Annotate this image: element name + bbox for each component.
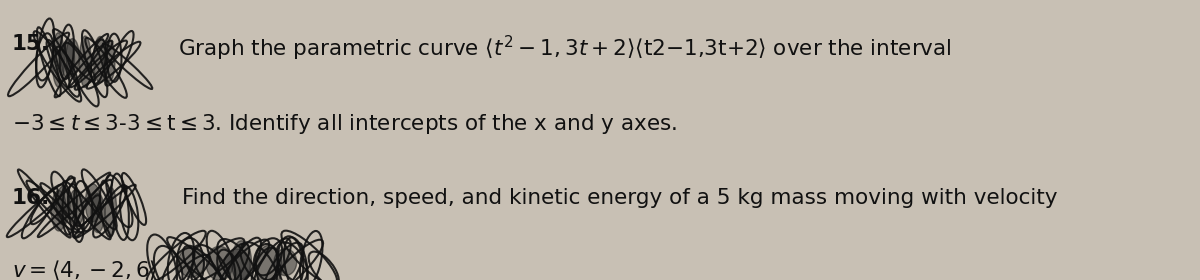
Text: Find the direction, speed, and kinetic energy of a 5 kg mass moving with velocit: Find the direction, speed, and kinetic e…	[182, 188, 1058, 207]
Text: $v = \langle 4, -2, 6\rangle$: $v = \langle 4, -2, 6\rangle$	[12, 258, 157, 280]
Text: 15.: 15.	[12, 34, 50, 53]
Text: 16.: 16.	[12, 188, 50, 207]
Text: Graph the parametric curve $\langle t^2 - 1, 3t + 2\rangle$$\langle$t2$-$1,3t+2$: Graph the parametric curve $\langle t^2 …	[178, 34, 952, 63]
Text: $-3 \leq t \leq 3$-3$\leq$t$\leq$3. Identify all intercepts of the x and y axes.: $-3 \leq t \leq 3$-3$\leq$t$\leq$3. Iden…	[12, 112, 677, 136]
